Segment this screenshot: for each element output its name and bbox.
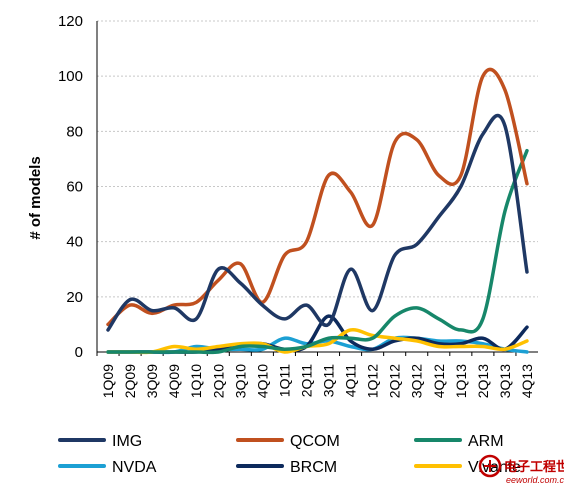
x-tick-label: 4Q13	[519, 364, 535, 398]
y-tick-label: 0	[75, 344, 83, 361]
legend-label-qcom: QCOM	[290, 433, 340, 450]
eeworld-watermark-logo: 电子工程世界 eeworld.com.cn	[478, 454, 564, 485]
legend-label-nvda: NVDA	[112, 459, 157, 476]
y-tick-label: 40	[66, 234, 83, 251]
x-tick-label: 2Q10	[210, 364, 226, 398]
watermark-text-url: eeworld.com.cn	[506, 475, 564, 485]
x-tick-label: 2Q12	[387, 364, 403, 398]
watermark-text-cn: 电子工程世界	[504, 459, 564, 474]
x-tick-label: 4Q12	[431, 364, 447, 398]
x-tick-label: 1Q12	[365, 364, 381, 398]
y-tick-label: 60	[66, 179, 83, 196]
x-tick-label: 1Q13	[453, 364, 469, 398]
series-line-img	[106, 113, 529, 332]
x-tick-label: 1Q10	[188, 364, 204, 398]
series-line-qcom	[106, 67, 529, 327]
x-tick-label: 1Q11	[276, 364, 292, 397]
y-tick-label: 20	[66, 289, 83, 306]
y-tick-label: 80	[66, 123, 83, 140]
legend-label-img: IMG	[112, 433, 142, 450]
x-tick-label: 3Q12	[409, 364, 425, 398]
x-tick-label: 3Q09	[144, 364, 160, 398]
series-line-arm	[106, 148, 529, 355]
grid-lines	[97, 20, 538, 298]
x-tick-label: 4Q09	[166, 364, 182, 398]
series-line-vivante	[106, 327, 529, 355]
y-axis-label: # of models	[27, 156, 44, 239]
y-tick-labels: 0 20 40 60 80 100 120	[58, 13, 83, 361]
series-lines	[106, 67, 529, 355]
y-tick-label: 120	[58, 13, 83, 30]
x-tick-label: 3Q10	[232, 364, 248, 398]
x-tick-label: 1Q09	[100, 364, 116, 398]
x-tick-label: 4Q10	[254, 364, 270, 398]
x-tick-label: 4Q11	[343, 364, 359, 397]
x-tick-label: 2Q13	[475, 364, 491, 398]
x-tick-label: 2Q11	[298, 364, 314, 397]
x-tick-label: 3Q11	[321, 364, 337, 397]
x-tick-label: 3Q13	[497, 364, 513, 398]
watermark-logo-cross	[484, 460, 496, 472]
legend-label-brcm: BRCM	[290, 459, 337, 476]
x-tick-label: 2Q09	[122, 364, 138, 398]
watermark-logo-mark	[478, 454, 502, 478]
x-tick-labels: 1Q09 2Q09 3Q09 4Q09 1Q10 2Q10 3Q10 4Q10 1Q11 2Q11…	[96, 352, 535, 398]
legend-label-arm: ARM	[468, 433, 504, 450]
y-tick-label: 100	[58, 68, 83, 85]
